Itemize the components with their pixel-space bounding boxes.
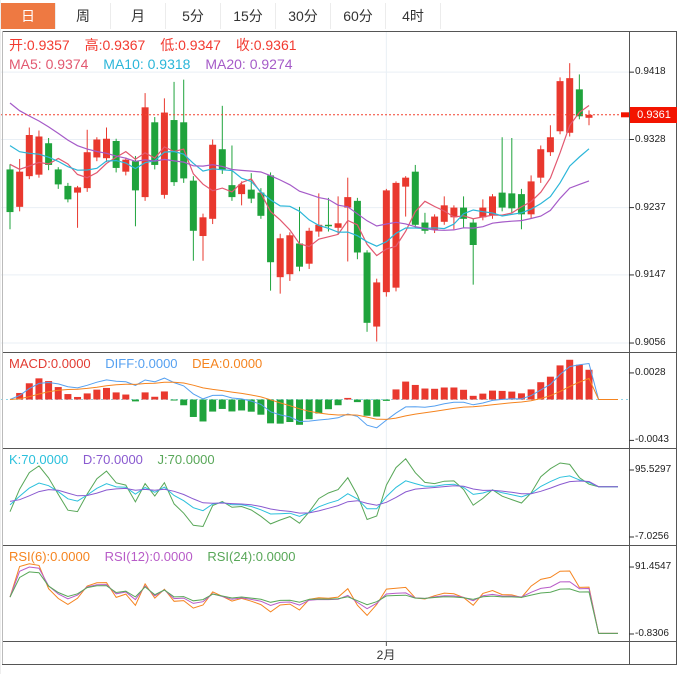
tab-30min[interactable]: 30分 [276, 3, 331, 29]
rsi6-value: RSI(6):0.0000 [9, 549, 90, 564]
rsi-legend: RSI(6):0.0000 RSI(12):0.0000 RSI(24):0.0… [9, 549, 307, 564]
last-price-badge: 0.9361 [630, 107, 677, 123]
dea-value: DEA:0.0000 [192, 356, 263, 371]
tab-day[interactable]: 日 [1, 3, 56, 29]
macd-legend: MACD:0.0000 DIFF:0.0000 DEA:0.0000 [9, 356, 273, 371]
main-axis-tick-3: 0.9237 [635, 202, 666, 213]
tab-month[interactable]: 月 [111, 3, 166, 29]
candles-layer [6, 63, 593, 342]
macd-layer [9, 359, 618, 429]
tab-week[interactable]: 周 [56, 3, 111, 29]
macd-value: MACD:0.0000 [9, 356, 91, 371]
main-axis-tick-5: 0.9056 [635, 337, 666, 348]
close-value: 收:0.9361 [235, 37, 297, 53]
main-axis-tick-2: 0.9328 [635, 134, 666, 145]
ma-legend: MA5: 0.9374 MA10: 0.9318 MA20: 0.9274 [9, 56, 304, 72]
rsi-axis-tick-bottom: -0.8306 [635, 628, 669, 639]
ma5-value: MA5: 0.9374 [9, 56, 89, 72]
kdj-axis-tick-bottom: -7.0256 [635, 531, 669, 542]
ma-lines [9, 102, 590, 257]
kdj-axis-tick-top: 95.5297 [635, 464, 672, 475]
tab-15min[interactable]: 15分 [221, 3, 276, 29]
main-axis-tick-1: 0.9418 [635, 66, 666, 77]
main-axis-tick-4: 0.9147 [635, 269, 666, 280]
kdj-legend: K:70.0000 D:70.0000 J:70.0000 [9, 452, 226, 467]
macd-axis-tick-bottom: -0.0043 [635, 434, 669, 445]
d-value: D:70.0000 [82, 452, 143, 467]
open-value: 开:0.9357 [9, 37, 70, 53]
diff-value: DIFF:0.0000 [105, 356, 178, 371]
timeframe-tab-bar: 日 周 月 5分 15分 30分 60分 4时 [1, 3, 441, 29]
ma20-value: MA20: 0.9274 [205, 56, 293, 72]
rsi-layer [9, 563, 618, 634]
low-value: 低:0.9347 [160, 37, 221, 53]
k-value: K:70.0000 [9, 452, 69, 467]
ohlc-legend: 开:0.9357 高:0.9367 低:0.9347 收:0.9361 [9, 35, 308, 55]
rsi-axis-tick-top: 91.4547 [635, 561, 672, 572]
rsi12-value: RSI(12):0.0000 [104, 549, 193, 564]
chart-frame [2, 31, 677, 665]
time-axis-label: 2月 [376, 648, 396, 662]
tab-60min[interactable]: 60分 [331, 3, 386, 29]
tab-4hour[interactable]: 4时 [386, 3, 441, 29]
macd-axis-tick-top: 0.0028 [635, 367, 666, 378]
rsi24-value: RSI(24):0.0000 [207, 549, 296, 564]
high-value: 高:0.9367 [84, 37, 146, 53]
j-value: J:70.0000 [157, 452, 215, 467]
ma10-value: MA10: 0.9318 [103, 56, 191, 72]
kdj-layer [9, 458, 618, 528]
tab-5min[interactable]: 5分 [166, 3, 221, 29]
